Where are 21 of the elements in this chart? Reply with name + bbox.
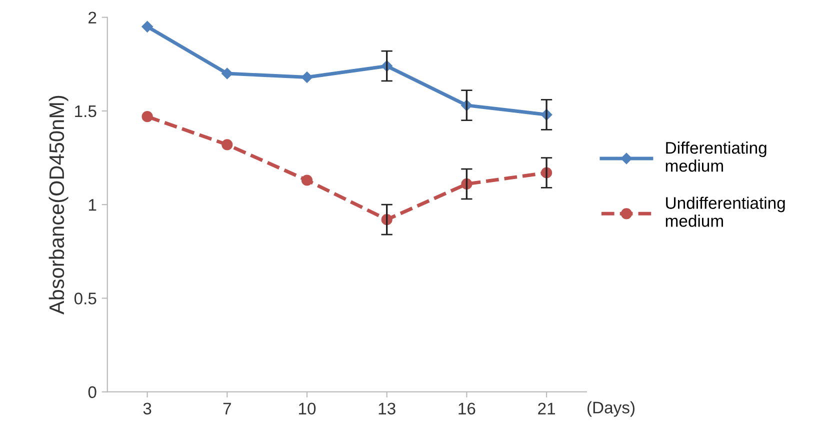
x-tick-label: 21 [538,402,555,414]
point [142,111,153,122]
y-tick-label: 0 [88,386,96,398]
point [142,21,153,32]
point [222,68,233,80]
x-tick-label: 10 [299,402,316,415]
y-tick-label: 1.5 [75,106,96,118]
y-tick-label: 2 [88,12,96,24]
x-axis-title: (Days) [587,401,634,417]
x-tick-label: 3 [143,402,152,415]
legend-label: Differentiating medium [666,142,766,172]
x-tick-label: 7 [223,402,231,414]
point [301,174,313,186]
legend-label: Undifferentiating medium [666,196,785,227]
point [301,72,313,83]
x-tick-label: 16 [458,402,476,415]
y-tick-label: 0.5 [74,292,96,304]
y-tick-label: 1 [88,199,96,211]
y-axis-title: Absorbance(OD450nM) [48,96,68,315]
x-tick-label: 13 [378,402,396,415]
point [222,139,233,150]
